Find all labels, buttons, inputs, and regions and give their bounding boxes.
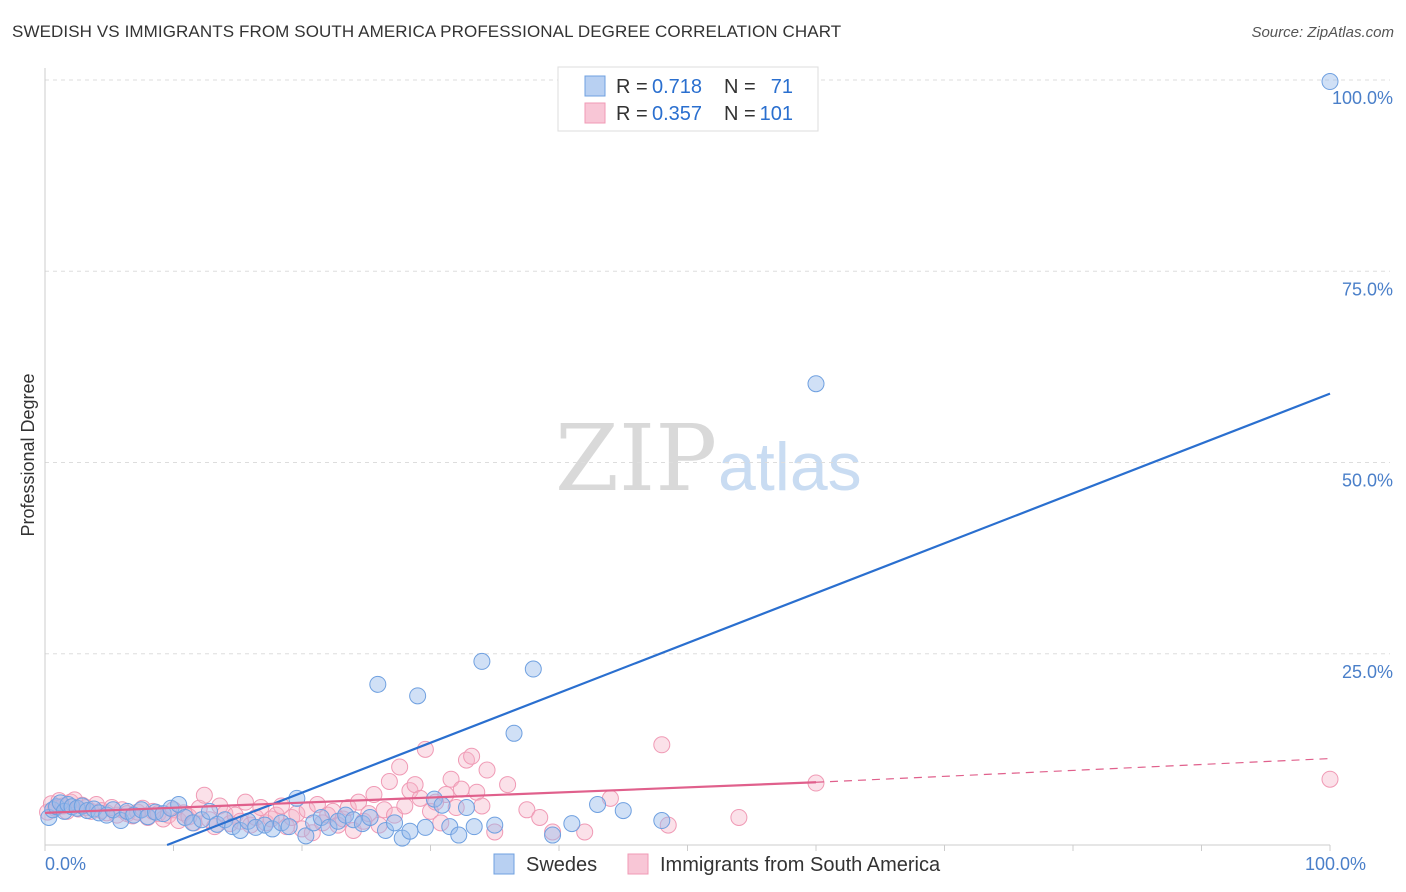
immigrants-point-88: [478, 761, 496, 779]
swedes-point-70: [1321, 73, 1339, 91]
y-tick-labels: 100.0% 75.0% 50.0% 25.0%: [1332, 88, 1393, 682]
swedes-point-33: [256, 816, 274, 834]
swedes-point-61: [486, 816, 504, 834]
immigrants-trend-line: [44, 781, 817, 814]
swedes-point-49: [386, 814, 404, 832]
swedes-point-62: [505, 724, 523, 742]
axes: [44, 68, 1331, 851]
bottom-legend-swatch-swedes: [493, 853, 515, 875]
swedes-point-46: [361, 808, 379, 826]
immigrants-point-89: [486, 823, 504, 841]
correlation-legend: R = 0.718 N = 71 R = 0.357 N = 101: [557, 66, 819, 132]
source-label: Source: ZipAtlas.com: [1251, 24, 1394, 41]
immigrants-point-69: [380, 773, 398, 791]
x-tick-label-1: 100.0%: [1305, 854, 1366, 874]
y-tick-label-2: 50.0%: [1342, 471, 1393, 491]
immigrants-point-98: [730, 808, 748, 826]
swedes-point-58: [457, 799, 475, 817]
x-tick-labels: 0.0% 100.0%: [45, 854, 1366, 874]
immigrants-point-85: [463, 747, 481, 765]
immigrants-point-79: [432, 814, 450, 832]
bottom-legend-swedes: Swedes: [526, 854, 597, 876]
immigrants-point-66: [365, 786, 383, 804]
legend-swatch-swedes: [584, 75, 606, 97]
immigrants-point-71: [391, 758, 409, 776]
immigrants-point-55: [308, 795, 326, 813]
swedes-point-59: [465, 818, 483, 836]
legend-r-label-2: R =: [616, 103, 648, 125]
legend-n-label-1: N =: [724, 76, 756, 98]
bottom-legend-immigrants: Immigrants from South America: [660, 854, 941, 876]
immigrants-point-41: [236, 793, 254, 811]
swedes-point-66: [589, 795, 607, 813]
immigrants-point-68: [375, 801, 393, 819]
immigrants-point-91: [518, 801, 536, 819]
legend-n-value-2: 101: [760, 103, 793, 125]
swedes-point-55: [433, 796, 451, 814]
legend-n-value-1: 71: [771, 76, 793, 98]
swedes-trend-line: [166, 392, 1331, 847]
swedes-point-57: [450, 826, 468, 844]
watermark-zip: ZIP: [555, 405, 717, 512]
trend-lines: [44, 392, 1331, 847]
immigrants-point-92: [531, 808, 549, 826]
immigrants-point-51: [288, 805, 306, 823]
y-tick-label-3: 25.0%: [1342, 662, 1393, 682]
swedes-point-68: [653, 812, 671, 830]
immigrants-point-90: [499, 776, 517, 794]
immigrants-point-72: [396, 797, 414, 815]
swedes-point-38: [297, 827, 315, 845]
swedes-point-36: [280, 818, 298, 836]
legend-swatch-immigrants: [584, 102, 606, 124]
swedes-point-69: [807, 375, 825, 393]
swedes-point-64: [544, 826, 562, 844]
swedes-point-65: [563, 815, 581, 833]
bottom-legend-swatch-immigrants: [627, 853, 649, 875]
immigrants-point-63: [350, 793, 368, 811]
swedes-point-35: [272, 814, 290, 832]
y-tick-label-1: 75.0%: [1342, 279, 1393, 299]
series-legend: Swedes Immigrants from South America: [493, 853, 941, 876]
immigrants-point-94: [576, 823, 594, 841]
swedes-point-52: [409, 687, 427, 705]
swedes-point-53: [416, 818, 434, 836]
swedes-point-67: [614, 802, 632, 820]
immigrants-trend-extension: [815, 757, 1331, 783]
legend-n-label-2: N =: [724, 103, 756, 125]
gridlines: [45, 79, 1390, 655]
y-axis-label: Professional Degree: [18, 373, 38, 536]
immigrants-point-100: [1321, 770, 1339, 788]
immigrants-point-82: [447, 799, 465, 817]
immigrants-point-81: [442, 770, 460, 788]
swedes-point-63: [524, 660, 542, 678]
immigrants-point-96: [653, 736, 671, 754]
immigrants-point-33: [195, 786, 213, 804]
swedes-point-34: [263, 820, 281, 838]
swedes-point-24: [184, 814, 202, 832]
swedes-point-60: [473, 652, 491, 670]
legend-r-value-1: 0.718: [652, 76, 702, 98]
x-tick-label-0: 0.0%: [45, 854, 86, 874]
swedes-point-51: [401, 822, 419, 840]
immigrants-point-87: [473, 797, 491, 815]
swedes-point-47: [369, 675, 387, 693]
swedes-point-41: [320, 818, 338, 836]
y-tick-label-0: 100.0%: [1332, 88, 1393, 108]
legend-r-value-2: 0.357: [652, 103, 702, 125]
chart-title: SWEDISH VS IMMIGRANTS FROM SOUTH AMERICA…: [12, 22, 842, 41]
swedes-point-14: [112, 812, 130, 830]
swedes-point-44: [344, 811, 362, 829]
legend-r-label-1: R =: [616, 76, 648, 98]
watermark-atlas: atlas: [718, 429, 862, 505]
immigrants-point-83: [452, 780, 470, 798]
